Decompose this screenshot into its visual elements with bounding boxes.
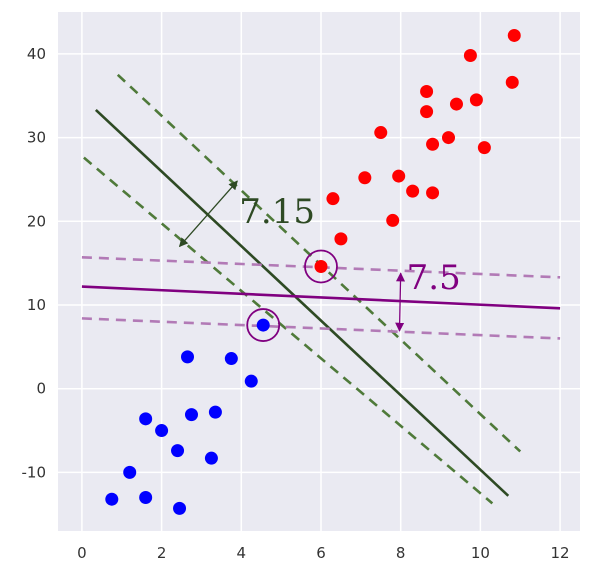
data-point [386, 213, 400, 227]
margin-arrow [395, 272, 406, 332]
data-point [426, 186, 440, 200]
data-point [224, 352, 238, 366]
data-point [469, 93, 483, 107]
data-points [105, 28, 521, 515]
y-tick-label: 10 [27, 296, 46, 314]
data-point [123, 465, 137, 479]
x-tick-label: 6 [316, 544, 326, 562]
y-tick-label: -10 [22, 463, 47, 481]
y-tick-label: 40 [27, 45, 46, 63]
x-tick-label: 8 [396, 544, 406, 562]
annotations-layer: 7.15 7.5 [178, 180, 461, 342]
margin-arrow [178, 180, 238, 248]
data-point [358, 171, 372, 185]
y-tick-label: 30 [27, 129, 46, 147]
data-point [105, 492, 119, 506]
data-point [208, 405, 222, 419]
margin-width-label: 7.5 [407, 258, 461, 298]
y-tick-label: 0 [36, 380, 46, 398]
data-point [204, 451, 218, 465]
tick-labels: 0 2 4 6 8 10 12 -10 0 10 20 30 40 [22, 45, 570, 562]
x-tick-label: 0 [77, 544, 87, 562]
data-point [420, 105, 434, 119]
data-point [374, 126, 388, 140]
data-point [256, 318, 270, 332]
data-point [426, 137, 440, 151]
data-point [173, 501, 187, 515]
x-tick-label: 12 [551, 544, 570, 562]
data-point [139, 491, 153, 505]
data-point [463, 49, 477, 63]
data-point [139, 412, 153, 426]
margin-line [81, 317, 561, 340]
data-point [392, 169, 406, 183]
decision-boundary-line [81, 285, 561, 310]
data-point [326, 192, 340, 206]
data-point [155, 424, 169, 438]
data-point [244, 374, 258, 388]
data-point [406, 184, 420, 198]
data-point [449, 97, 463, 111]
data-point [505, 75, 519, 89]
data-point [420, 85, 434, 99]
x-tick-label: 2 [157, 544, 167, 562]
margin-line [83, 156, 494, 505]
data-point [314, 259, 328, 273]
support-vector-circle [246, 308, 281, 342]
data-point [334, 232, 348, 246]
x-tick-label: 10 [471, 544, 490, 562]
decision-boundary-line [94, 108, 510, 497]
data-point [184, 408, 198, 422]
data-point [171, 444, 185, 458]
y-tick-label: 20 [27, 212, 46, 230]
x-tick-label: 4 [237, 544, 247, 562]
support-vector-circle [304, 249, 338, 284]
margin-width-label: 7.15 [239, 192, 315, 232]
data-point [442, 131, 456, 145]
data-point [477, 141, 491, 155]
data-point [507, 28, 521, 42]
data-point [181, 350, 195, 364]
